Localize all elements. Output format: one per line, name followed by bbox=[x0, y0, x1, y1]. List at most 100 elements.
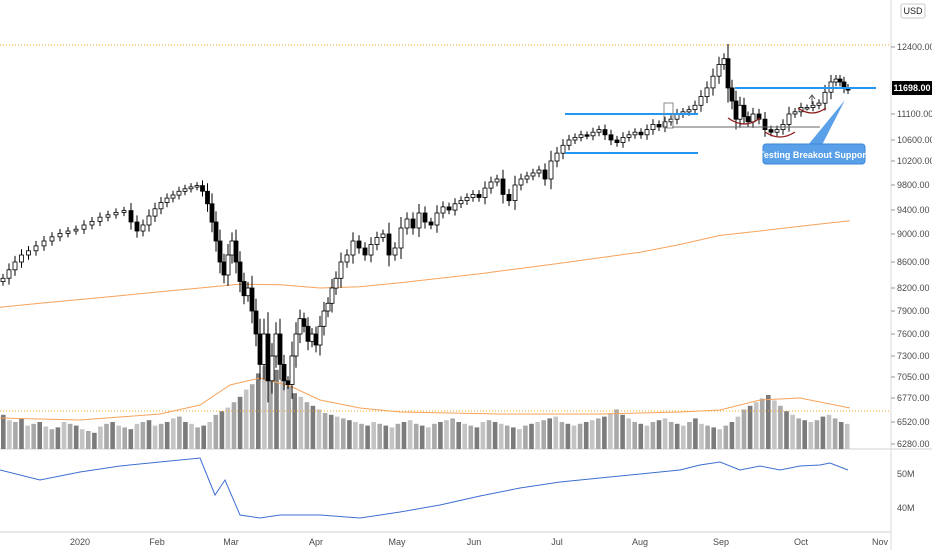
volume-bar bbox=[219, 411, 225, 449]
volume-bar bbox=[656, 420, 662, 449]
candle-body bbox=[200, 185, 205, 192]
candle-body bbox=[632, 131, 638, 136]
volume-bar bbox=[650, 422, 656, 449]
candle-body bbox=[128, 210, 134, 223]
candle-body bbox=[105, 214, 111, 218]
volume-bar bbox=[31, 423, 36, 449]
volume-bar bbox=[213, 414, 219, 449]
volume-bar bbox=[419, 425, 425, 449]
date-label: Nov bbox=[872, 537, 889, 547]
usd-label: USD bbox=[903, 6, 923, 16]
candle-body bbox=[774, 129, 780, 133]
candle-body bbox=[380, 233, 386, 238]
candle-body bbox=[614, 139, 620, 143]
candle-body bbox=[289, 355, 295, 385]
candle-body bbox=[188, 186, 194, 190]
candle-body bbox=[293, 333, 299, 357]
candle-body bbox=[804, 107, 810, 110]
candle-body bbox=[721, 58, 727, 65]
candle-body bbox=[596, 129, 602, 133]
volume-bar bbox=[444, 420, 449, 449]
candle-body bbox=[578, 134, 584, 138]
volume-bar bbox=[225, 407, 231, 449]
candle-body bbox=[704, 87, 710, 98]
price-tick-label: 8600.00 bbox=[897, 257, 930, 267]
date-label: 2020 bbox=[70, 537, 90, 547]
date-label: May bbox=[388, 537, 406, 547]
candle-body bbox=[158, 202, 164, 210]
candle-body bbox=[257, 333, 263, 365]
volume-bar bbox=[177, 416, 182, 449]
usd-label-box[interactable]: USD bbox=[900, 3, 926, 19]
candle-body bbox=[572, 136, 578, 141]
volume-bar bbox=[347, 420, 352, 449]
candle-body bbox=[822, 91, 828, 104]
candle-body bbox=[458, 200, 464, 205]
volume-bar bbox=[92, 432, 97, 449]
volume-bar bbox=[511, 427, 516, 449]
cup-arc-3 bbox=[797, 107, 827, 114]
volume-bar bbox=[723, 425, 729, 449]
candle-body bbox=[350, 240, 356, 256]
volume-bar bbox=[784, 411, 789, 449]
date-label: Apr bbox=[309, 537, 323, 547]
candle-body bbox=[237, 261, 243, 282]
volume-bar bbox=[268, 359, 273, 449]
candle-body bbox=[41, 240, 47, 247]
candle-body bbox=[26, 250, 31, 256]
candle-body bbox=[164, 197, 170, 203]
volume-bar bbox=[438, 422, 443, 449]
volume-bar bbox=[741, 409, 747, 449]
volume-bar bbox=[146, 420, 152, 449]
candle-body bbox=[281, 363, 287, 382]
candle-body bbox=[542, 169, 548, 180]
volume-bar bbox=[73, 425, 79, 449]
volume-bar bbox=[407, 420, 413, 449]
volume-bar bbox=[19, 418, 24, 449]
candle-body bbox=[217, 240, 223, 263]
candle-body bbox=[182, 188, 188, 192]
candle-body bbox=[464, 197, 470, 201]
volume-bar bbox=[334, 416, 340, 449]
volume-bar bbox=[134, 423, 140, 449]
price-tick-label: 10600.00 bbox=[897, 135, 932, 145]
volume-bar bbox=[201, 425, 206, 449]
volume-bar bbox=[838, 422, 844, 449]
candle-body bbox=[213, 221, 219, 242]
volume-bar bbox=[559, 422, 565, 449]
candle-body bbox=[338, 261, 344, 279]
candle-body bbox=[440, 206, 446, 214]
candle-body bbox=[833, 78, 839, 83]
candle-body bbox=[716, 64, 722, 77]
volume-bar bbox=[377, 423, 382, 449]
candle-body bbox=[518, 178, 524, 186]
volume-bar bbox=[359, 423, 364, 449]
volume-bar bbox=[699, 423, 704, 449]
volume-moving-average bbox=[0, 377, 851, 421]
volume-bar bbox=[365, 425, 370, 449]
volume-bar bbox=[383, 425, 389, 449]
volume-bar bbox=[286, 386, 291, 449]
volume-bar bbox=[310, 405, 316, 449]
volume-bar bbox=[243, 389, 249, 449]
volume-bar bbox=[13, 422, 18, 449]
volume-bar bbox=[122, 427, 127, 449]
candle-body bbox=[512, 184, 518, 202]
last-price-value: 11698.00 bbox=[893, 83, 930, 93]
candle-body bbox=[428, 221, 434, 226]
volume-bar bbox=[571, 425, 577, 449]
volume-bar bbox=[207, 422, 212, 449]
moving-average-layer bbox=[0, 220, 851, 308]
candle-body bbox=[113, 211, 119, 216]
price-tick-label: 6280.00 bbox=[897, 439, 930, 449]
candle-body bbox=[249, 287, 255, 312]
price-tick-label: 7900.00 bbox=[897, 306, 930, 316]
volume-bar bbox=[413, 423, 419, 449]
candle-body bbox=[452, 203, 458, 211]
volume-bar bbox=[492, 422, 498, 449]
volume-bar bbox=[79, 429, 85, 449]
volume-bar bbox=[504, 425, 510, 449]
volume-bar bbox=[316, 409, 322, 449]
volume-bar bbox=[432, 423, 437, 449]
